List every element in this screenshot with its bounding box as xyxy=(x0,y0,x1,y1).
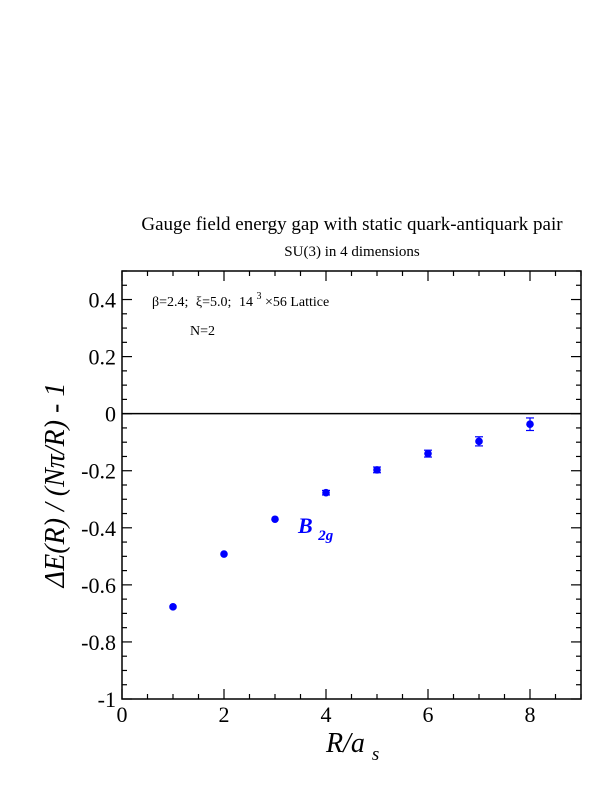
series-label: B 2g xyxy=(297,513,334,544)
y-tick-label: 0.2 xyxy=(89,345,117,370)
x-tick-label: 6 xyxy=(423,702,434,727)
series-label-main: B xyxy=(297,513,313,538)
data-point xyxy=(373,466,381,474)
x-axis-label: R/a s xyxy=(325,728,379,765)
data-point xyxy=(526,420,534,429)
ticks-layer xyxy=(121,270,582,700)
data-points-layer xyxy=(169,417,534,611)
y-tick-label: -1 xyxy=(98,687,116,712)
data-point xyxy=(220,550,228,558)
data-point xyxy=(322,488,330,497)
y-axis-label: ΔE(R) / (Nπ/R) - 1 xyxy=(40,383,71,589)
y-tick-label: -0.4 xyxy=(81,516,116,541)
data-point xyxy=(169,603,177,611)
y-tick-label: -0.6 xyxy=(81,573,116,598)
x-tick-label: 2 xyxy=(219,702,230,727)
tick-labels-layer: 0 2 4 6 8 0.4 0.2 0 -0.2 -0.4 -0.6 -0.8 -1 xyxy=(81,288,535,727)
annotation-lattice-rest: ×56 Lattice xyxy=(265,295,329,310)
annotation-lattice-exp: 3 xyxy=(256,291,261,302)
data-point xyxy=(424,449,432,458)
data-point xyxy=(475,437,483,446)
annotation-beta: β=2.4; xyxy=(152,295,188,310)
annotation-params: β=2.4; ξ=5.0; 14 3 ×56 Lattice xyxy=(152,288,329,310)
data-point xyxy=(271,515,279,524)
y-tick-label: -0.2 xyxy=(81,459,116,484)
x-tick-label: 0 xyxy=(117,702,128,727)
annotation-n: N=2 xyxy=(190,324,215,339)
x-tick-label: 4 xyxy=(321,702,332,727)
y-tick-label: 0 xyxy=(105,402,116,427)
y-tick-label: 0.4 xyxy=(89,288,117,313)
chart-title: Gauge field energy gap with static quark… xyxy=(141,214,563,235)
x-axis-label-main: R/a xyxy=(325,728,365,759)
annotation-xi: ξ=5.0; xyxy=(196,295,232,310)
chart-subtitle: SU(3) in 4 dimensions xyxy=(284,244,420,260)
y-tick-label: -0.8 xyxy=(81,630,116,655)
annotation-lattice-base: 14 xyxy=(239,295,253,310)
series-label-sub: 2g xyxy=(317,528,334,544)
x-tick-label: 8 xyxy=(525,702,536,727)
x-axis-label-sub: s xyxy=(372,744,379,765)
